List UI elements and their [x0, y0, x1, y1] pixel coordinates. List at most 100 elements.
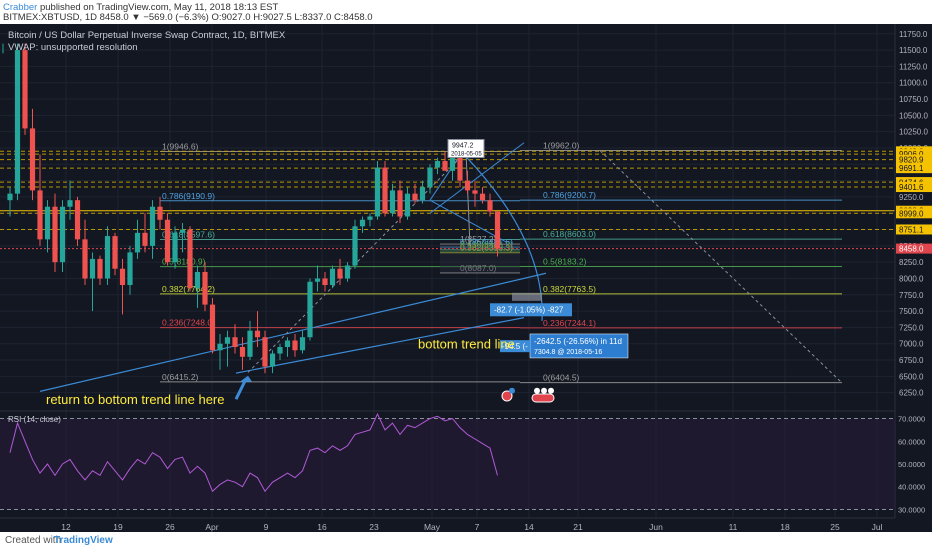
candle-body: [434, 161, 441, 168]
price-label-bg: [896, 149, 932, 160]
candle-body: [14, 50, 21, 194]
candle-body: [44, 206, 51, 240]
projection-arc: [461, 152, 543, 321]
rsi-label: RSI (14, close): [8, 415, 61, 424]
price-label-text: 8458.0: [899, 245, 924, 254]
candle-body: [284, 340, 291, 348]
time-tick-label: 7: [475, 522, 480, 532]
candle-body: [359, 219, 366, 227]
price-label-bg: [896, 163, 932, 174]
fib-level-label: 0.786(9190.9): [162, 191, 215, 201]
measure2-line1: -2642.5 (-26.56%) in 11d: [534, 337, 622, 346]
candle-body: [247, 330, 253, 357]
candle-body: [427, 167, 433, 188]
measure1-range: [512, 292, 542, 301]
rsi-band: [0, 418, 895, 510]
tradingview-brand[interactable]: TradingView: [54, 535, 113, 546]
return-trend-text: return to bottom trend line here: [46, 392, 225, 407]
candle-body: [157, 206, 163, 220]
price-tick-label: 7000.0: [899, 340, 924, 349]
price-label-text: 9691.1: [899, 164, 924, 173]
candle-body: [352, 226, 358, 266]
candle-body: [322, 278, 328, 286]
chart-subtitle: VWAP: unsupported resolution: [8, 42, 138, 53]
candle-body: [74, 200, 81, 240]
author-link[interactable]: Crabber: [3, 2, 38, 13]
candle-body: [22, 50, 28, 129]
fib-level-label: 0.786(8481.6): [460, 237, 513, 247]
candle-body: [299, 337, 306, 351]
measure1-text: -82.7 (-1.05%) -827: [494, 305, 564, 314]
event-marker: [541, 387, 547, 394]
candle-body: [442, 161, 448, 171]
candle-body: [367, 216, 373, 220]
price-label-bg: [896, 208, 932, 219]
candle-body: [89, 258, 96, 279]
candle-body: [344, 265, 351, 279]
price-axis: 11750.0 11500.0 11250.0 11000.0 10750.0 10500…: [894, 24, 932, 540]
fib-level-label: 0.5(8183.2): [543, 257, 587, 267]
candle-body: [397, 190, 403, 217]
bottom-trend-text: bottom trend line: [418, 336, 515, 351]
candle-body: [374, 167, 381, 217]
rsi-tick-label: 70.0000: [898, 415, 925, 424]
candle-body: [52, 206, 58, 263]
price-label-text: 9820.9: [899, 156, 924, 165]
time-tick-label: 12: [61, 522, 71, 532]
candle-body: [59, 206, 66, 263]
time-tick-label: 23: [369, 522, 379, 532]
candle-body: [194, 271, 201, 289]
upper-channel-line: [429, 142, 525, 214]
chart-svg[interactable]: 1(9946.6)0.786(9190.9)0.618(8597.6)0.5(8…: [0, 24, 932, 540]
bottom-trend-line: [39, 272, 547, 392]
time-tick-label: 18: [780, 522, 790, 532]
peak-value: 9947.2: [452, 143, 474, 150]
candle-body: [404, 193, 411, 217]
candles: [7, 43, 501, 374]
candle-body: [172, 232, 178, 263]
price-tick-label: 9250.0: [899, 193, 924, 202]
fib-level-label: 0(6404.5): [543, 373, 580, 383]
fib-level-label: 0(8087.0): [460, 263, 497, 273]
time-tick-label: 14: [524, 522, 534, 532]
candle-body: [269, 353, 276, 367]
price-tick-label: 8000.0: [899, 274, 924, 283]
price-label-text: 8999.0: [899, 209, 924, 218]
price-label-bg: [896, 182, 932, 193]
fib-level-label: 1(8527.2): [460, 234, 497, 244]
created-with-text: Created with: [5, 535, 62, 546]
candle-body: [149, 206, 156, 246]
event-marker: [534, 387, 540, 394]
candle-body: [187, 229, 193, 289]
diagonal-dashed-line: [599, 150, 843, 384]
candle-body: [292, 340, 298, 351]
candle-body: [479, 193, 486, 201]
fib-level-label: 0.786(9200.7): [543, 190, 596, 200]
candle-body: [494, 211, 501, 249]
fib-level-label: 0.382(7763.5): [543, 284, 596, 294]
peak-label-box: [447, 139, 485, 158]
candle-body: [202, 271, 208, 305]
price-tick-label: 6750.0: [899, 356, 924, 365]
event-marker: [531, 393, 555, 403]
candle-body: [464, 180, 471, 191]
rsi-tick-label: 50.0000: [898, 460, 925, 469]
time-tick-label: 25: [830, 522, 840, 532]
published-text: published on TradingView.com, May 11, 20…: [39, 2, 279, 13]
time-tick-label: 26: [165, 522, 175, 532]
time-tick-label: Jul: [872, 522, 883, 532]
candle-body: [412, 193, 418, 201]
candle-body: [224, 337, 231, 344]
candle-body: [104, 236, 111, 279]
fib-level-label: 1(9946.6): [162, 141, 199, 151]
price-label-bg: [896, 243, 932, 254]
time-tick-label: 16: [317, 522, 327, 532]
rsi-tick-label: 60.0000: [898, 437, 925, 446]
chart-title: Bitcoin / US Dollar Perpetual Inverse Sw…: [8, 30, 286, 41]
chart-area[interactable]: 1(9946.6)0.786(9190.9)0.618(8597.6)0.5(8…: [0, 24, 932, 540]
candle-body: [127, 252, 133, 286]
candle-body: [232, 337, 238, 348]
measure2-line2: 7304.8 @ 2018-05-16: [534, 349, 602, 356]
price-tick-label: 7500.0: [899, 307, 924, 316]
price-axis-bg: [895, 24, 932, 540]
